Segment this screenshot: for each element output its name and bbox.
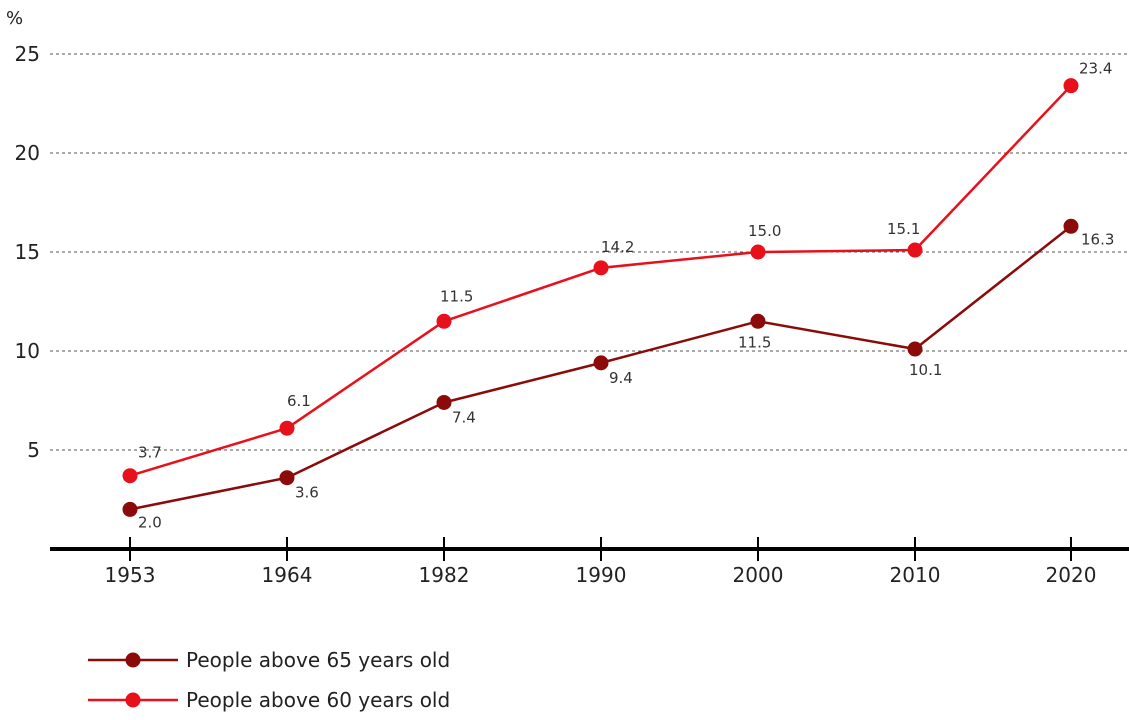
legend-item-65: People above 65 years old — [88, 640, 450, 680]
legend-swatch-65 — [88, 652, 178, 668]
data-label: 15.0 — [748, 222, 781, 240]
y-tick-label: 10 — [15, 339, 40, 363]
data-point — [279, 420, 295, 436]
series-line-segment — [129, 476, 288, 511]
data-point — [279, 470, 295, 486]
data-label: 7.4 — [452, 408, 476, 426]
data-label: 16.3 — [1081, 230, 1114, 248]
y-tick-label: 20 — [15, 141, 40, 165]
data-point — [436, 394, 452, 410]
data-point — [1063, 78, 1079, 94]
series-line-segment — [914, 84, 1072, 251]
data-label: 15.1 — [887, 220, 920, 238]
data-point — [907, 242, 923, 258]
legend-swatch-60 — [88, 692, 178, 708]
x-axis-ticks: 1953 1964 1982 1990 2000 2010 2020 — [105, 537, 1097, 587]
series-line-segment — [600, 250, 759, 270]
data-point — [1063, 218, 1079, 234]
data-point — [593, 355, 609, 371]
line-chart: % 5 10 15 20 25 1953 1964 1982 1990 2000 2010 2020… — [6, 8, 1129, 587]
data-point — [907, 341, 923, 357]
y-tick-label: 15 — [15, 240, 40, 264]
series-line-segment — [600, 320, 759, 365]
data-label: 9.4 — [609, 369, 633, 387]
legend-label-65: People above 65 years old — [186, 648, 451, 672]
x-tick-label: 1953 — [105, 563, 156, 587]
data-label: 3.6 — [295, 484, 319, 502]
x-tick-label: 2000 — [733, 563, 784, 587]
x-tick-label: 2010 — [890, 563, 941, 587]
data-point — [122, 501, 138, 517]
data-point — [593, 260, 609, 276]
series-line-segment — [914, 225, 1072, 351]
data-point — [750, 313, 766, 329]
x-tick-label: 1982 — [419, 563, 470, 587]
y-tick-label: 5 — [27, 438, 40, 462]
y-unit-label: % — [6, 8, 23, 29]
data-label: 3.7 — [138, 444, 162, 462]
series-group: 2.0 3.6 7.4 9.4 11.5 10.1 16.3 3.7 6.1 11.5 14.2 15… — [122, 60, 1114, 531]
series-line-segment — [443, 361, 602, 404]
x-tick-label: 1990 — [576, 563, 627, 587]
data-label: 10.1 — [909, 361, 942, 379]
series-line-segment — [129, 427, 288, 477]
series-line-segment — [757, 248, 916, 254]
series-line-segment — [443, 266, 602, 323]
data-point — [436, 313, 452, 329]
x-tick-label: 1964 — [262, 563, 313, 587]
gridlines — [50, 53, 1129, 451]
data-label: 11.5 — [440, 287, 473, 305]
legend-label-60: People above 60 years old — [186, 688, 451, 712]
data-label: 23.4 — [1079, 60, 1112, 78]
data-label: 11.5 — [738, 333, 771, 351]
series-line-segment — [757, 320, 916, 351]
data-label: 14.2 — [601, 238, 634, 256]
x-tick-label: 2020 — [1046, 563, 1097, 587]
legend-item-60: People above 60 years old — [88, 680, 450, 720]
legend: People above 65 years old People above 6… — [88, 640, 450, 720]
data-label: 2.0 — [138, 513, 162, 531]
y-tick-label: 25 — [15, 42, 40, 66]
data-label: 6.1 — [287, 392, 311, 410]
series-0: 2.0 3.6 7.4 9.4 11.5 10.1 16.3 — [122, 218, 1114, 531]
y-axis-ticks: 5 10 15 20 25 — [15, 42, 40, 462]
series-1: 3.7 6.1 11.5 14.2 15.0 15.1 23.4 — [122, 60, 1112, 484]
series-line-segment — [286, 320, 445, 430]
data-point — [122, 468, 138, 484]
data-point — [750, 244, 766, 260]
series-line-segment — [286, 401, 445, 479]
